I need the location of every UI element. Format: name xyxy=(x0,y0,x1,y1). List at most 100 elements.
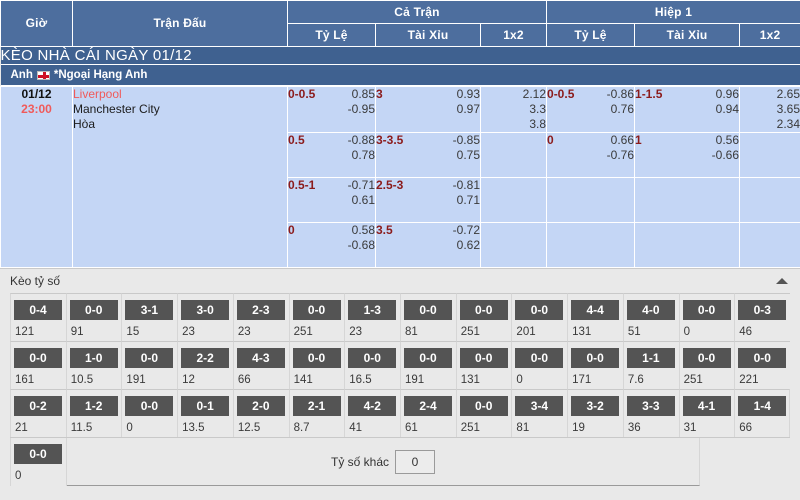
score-tile[interactable]: 1-1 7.6 xyxy=(622,341,679,389)
table-row[interactable]: 0 0.58 -0.68 3.5 -0.72 0.62 xyxy=(1,222,800,268)
score-tile[interactable]: 0-2 21 xyxy=(10,389,66,437)
col-header-half-overunder[interactable]: Tài Xỉu xyxy=(634,23,741,47)
score-tile[interactable]: 3-3 36 xyxy=(622,389,679,437)
score-tile-label: 0-0 xyxy=(125,396,174,416)
score-tile[interactable]: 2-2 12 xyxy=(177,341,233,389)
table-row[interactable]: 01/12 23:00 Liverpool Manchester City Hò… xyxy=(0,86,800,268)
league-row[interactable]: Anh *Ngoại Hạng Anh xyxy=(0,65,800,86)
score-tile[interactable]: 0-0 171 xyxy=(567,341,623,389)
other-score-value[interactable]: 0 xyxy=(395,449,436,474)
odds-half-1x2[interactable] xyxy=(739,132,800,178)
score-tile[interactable]: 1-3 23 xyxy=(344,293,400,341)
col-header-time[interactable]: Giờ xyxy=(0,0,73,47)
score-tile[interactable]: 0-0 81 xyxy=(400,293,456,341)
caret-up-icon[interactable] xyxy=(776,278,788,284)
score-tile[interactable]: 3-4 81 xyxy=(511,389,568,437)
score-tile[interactable]: 3-1 15 xyxy=(121,293,178,341)
score-tile[interactable]: 0-0 131 xyxy=(455,341,512,389)
score-tile[interactable]: 0-0 251 xyxy=(455,293,512,341)
odds-full-handicap[interactable]: 0-0.5 0.85 -0.95 xyxy=(287,86,376,133)
score-tile[interactable]: 0-0 221 xyxy=(734,341,790,389)
handicap-line: 0 xyxy=(547,133,554,147)
score-tile[interactable]: 0-0 16.5 xyxy=(344,341,400,389)
odds-half-1x2[interactable]: 2.65 3.65 2.34 xyxy=(739,86,800,133)
odds-full-handicap[interactable]: 0 0.58 -0.68 xyxy=(287,222,376,268)
odds-half-overunder[interactable]: 1 0.56 -0.66 xyxy=(634,132,741,178)
score-tile[interactable]: 0-0 91 xyxy=(65,293,122,341)
handicap-line: 0-0.5 xyxy=(288,87,316,101)
odds-full-1x2[interactable]: 2.12 3.3 3.8 xyxy=(479,86,548,133)
score-tile[interactable]: 0-0 251 xyxy=(455,389,512,437)
score-tile-label: 0-0 xyxy=(292,300,341,320)
score-tile-value: 251 xyxy=(460,422,480,434)
score-tile[interactable]: 2-3 23 xyxy=(232,293,289,341)
odds-half-overunder[interactable] xyxy=(634,222,741,268)
score-tile[interactable]: 4-0 51 xyxy=(622,293,679,341)
col-header-full-handicap[interactable]: Tỷ Lệ xyxy=(287,23,376,47)
col-header-match[interactable]: Trận Đấu xyxy=(72,0,288,47)
score-tile[interactable]: 4-4 131 xyxy=(567,293,623,341)
table-row[interactable]: 0.5-1 -0.71 0.61 2.5-3 -0.81 0.71 xyxy=(1,177,800,223)
odds-full-handicap[interactable]: 0.5 -0.88 0.78 xyxy=(287,132,376,178)
score-tile[interactable]: 0-0 0 xyxy=(10,438,67,486)
score-tile[interactable]: 0-0 201 xyxy=(511,293,568,341)
odds-full-overunder[interactable]: 2.5-3 -0.81 0.71 xyxy=(375,177,481,223)
odds-half-handicap[interactable] xyxy=(546,177,636,223)
odds-full-1x2[interactable] xyxy=(479,222,548,268)
col-header-full-overunder[interactable]: Tài Xỉu xyxy=(375,23,481,47)
odds-half-overunder[interactable] xyxy=(634,177,741,223)
odds-half-1x2[interactable] xyxy=(739,222,800,268)
col-header-half-handicap[interactable]: Tỷ Lệ xyxy=(546,23,636,47)
odds-value-home: 0.85 xyxy=(351,87,375,101)
score-odds-header[interactable]: Kèo tỷ số xyxy=(0,268,800,293)
col-header-full-1x2[interactable]: 1x2 xyxy=(479,23,548,47)
score-tile[interactable]: 1-0 10.5 xyxy=(65,341,122,389)
score-tile-value: 191 xyxy=(126,374,146,386)
score-tile-label: 2-2 xyxy=(181,348,230,368)
score-tile[interactable]: 0-4 121 xyxy=(10,293,66,341)
odds-value-under: 0.62 xyxy=(456,238,480,252)
score-tile[interactable]: 4-1 31 xyxy=(678,389,735,437)
table-row[interactable]: 0.5 -0.88 0.78 3-3.5 -0.85 0.75 0 0.66 -0.7… xyxy=(1,132,800,178)
odds-full-1x2[interactable] xyxy=(479,132,548,178)
score-tile-value: 12 xyxy=(182,374,195,386)
odds-half-handicap[interactable]: 0 0.66 -0.76 xyxy=(546,132,636,178)
score-tile[interactable]: 0-0 251 xyxy=(288,293,345,341)
home-team[interactable]: Liverpool xyxy=(73,87,122,101)
score-tile[interactable]: 0-0 161 xyxy=(10,341,66,389)
odds-full-overunder[interactable]: 3.5 -0.72 0.62 xyxy=(375,222,481,268)
score-tile[interactable]: 1-2 11.5 xyxy=(65,389,122,437)
score-tile[interactable]: 0-0 251 xyxy=(678,341,735,389)
score-tile[interactable]: 2-0 12.5 xyxy=(232,389,289,437)
odds-full-1x2[interactable] xyxy=(479,177,548,223)
score-tile[interactable]: 0-1 13.5 xyxy=(177,389,233,437)
odds-full-overunder[interactable]: 3-3.5 -0.85 0.75 xyxy=(375,132,481,178)
score-tile[interactable]: 2-1 8.7 xyxy=(288,389,345,437)
score-tile[interactable]: 0-3 46 xyxy=(734,293,790,341)
odds-full-handicap[interactable]: 0.5-1 -0.71 0.61 xyxy=(287,177,376,223)
odds-half-handicap[interactable] xyxy=(546,222,636,268)
odds-value-under: 0.97 xyxy=(456,102,480,116)
col-group-first-half: Hiệp 1 xyxy=(546,0,800,24)
score-tile[interactable]: 3-2 19 xyxy=(567,389,623,437)
odds-half-overunder[interactable]: 1-1.5 0.96 0.94 xyxy=(634,86,741,133)
score-tile[interactable]: 3-0 23 xyxy=(177,293,233,341)
score-tile[interactable]: 0-0 0 xyxy=(678,293,735,341)
ou-line: 3 xyxy=(376,87,383,101)
score-tile[interactable]: 4-3 66 xyxy=(232,341,289,389)
score-tile[interactable]: 1-4 66 xyxy=(734,389,790,437)
score-tile[interactable]: 2-4 61 xyxy=(400,389,456,437)
other-score-label: Tỷ số khác xyxy=(330,454,390,469)
col-header-half-1x2[interactable]: 1x2 xyxy=(739,23,800,47)
odds-half-1x2[interactable] xyxy=(739,177,800,223)
score-tile[interactable]: 0-0 141 xyxy=(288,341,345,389)
score-tile[interactable]: 0-0 191 xyxy=(400,341,456,389)
odds-half-handicap[interactable]: 0-0.5 -0.86 0.76 xyxy=(546,86,636,133)
score-tile[interactable]: 0-0 191 xyxy=(121,341,178,389)
score-tile[interactable]: 0-0 0 xyxy=(511,341,568,389)
score-tile[interactable]: 0-0 0 xyxy=(121,389,178,437)
match-teams-cell: Liverpool Manchester City Hòa xyxy=(72,86,288,268)
away-team[interactable]: Manchester City xyxy=(73,102,160,116)
odds-full-overunder[interactable]: 3 0.93 0.97 xyxy=(375,86,481,133)
score-tile[interactable]: 4-2 41 xyxy=(344,389,400,437)
